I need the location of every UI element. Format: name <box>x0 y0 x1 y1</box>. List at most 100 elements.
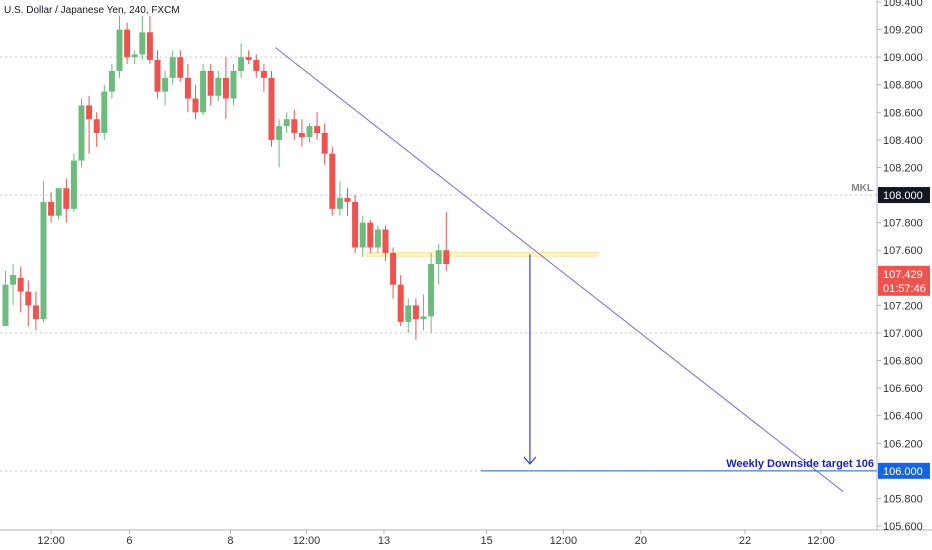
price-axis[interactable]: 109.400 109.200 109.000 108.800 108.600 108.4… <box>877 0 923 533</box>
price-tick-label: 109.000 <box>883 52 923 64</box>
arrow-head <box>523 456 537 465</box>
time-tick-label: 12:00 <box>807 535 835 547</box>
mkl-label: MKL <box>851 183 873 194</box>
candle-body <box>139 32 146 55</box>
candle-body <box>131 54 138 58</box>
time-tick-label: 15 <box>480 535 492 547</box>
resistance-zone <box>366 252 599 257</box>
mkl-price-badge <box>878 187 930 204</box>
candle-body <box>55 188 62 216</box>
candle-body <box>177 57 184 78</box>
candle-body <box>329 153 336 209</box>
candle-body <box>245 57 252 60</box>
candle-body <box>192 98 199 113</box>
current-price-text: 107.429 <box>883 269 923 281</box>
candle-body <box>291 119 298 133</box>
mkl-price-text: 108.000 <box>883 190 923 202</box>
candle-body <box>374 229 381 248</box>
price-tick-label: 106.800 <box>883 356 923 368</box>
time-axis[interactable]: 12:00 6 8 12:00 13 15 12:00 20 22 12:00 <box>37 530 835 547</box>
downside-arrow[interactable] <box>523 254 537 465</box>
candle-body <box>32 305 39 320</box>
candle-body <box>276 126 283 140</box>
time-tick-label: 12:00 <box>293 535 321 547</box>
price-tick-label: 105.800 <box>883 493 923 505</box>
trendline-line <box>274 47 844 492</box>
candle-body <box>162 77 169 92</box>
candle-body <box>93 119 100 133</box>
price-badges: MKL 108.000 107.429 01:57:46 106.000 <box>851 183 930 479</box>
candle-body <box>420 316 427 320</box>
candle-body <box>78 105 85 161</box>
candle-body <box>268 77 275 140</box>
price-tick-label: 106.600 <box>883 383 923 395</box>
time-tick-label: 12:00 <box>550 535 578 547</box>
candle-body <box>321 133 328 154</box>
candle-body <box>405 305 412 322</box>
candle-body <box>428 264 435 317</box>
candle-body <box>63 188 70 209</box>
candle-body <box>352 201 359 248</box>
candle-body <box>184 77 191 99</box>
candle-body <box>359 222 366 248</box>
price-tick-label: 107.000 <box>883 328 923 340</box>
time-tick-label: 12:00 <box>37 535 65 547</box>
candle-body <box>397 284 404 322</box>
candle-body <box>230 70 237 99</box>
candle-body <box>200 70 207 113</box>
price-tick-label: 106.400 <box>883 411 923 423</box>
candle-body <box>40 201 47 320</box>
price-tick-label: 108.400 <box>883 135 923 147</box>
candle-body <box>390 252 397 285</box>
trendline[interactable] <box>274 47 844 492</box>
candle-body <box>86 105 93 120</box>
candle-body <box>2 284 9 327</box>
candle-body <box>222 77 229 99</box>
candle-body <box>435 250 442 264</box>
price-tick-label: 107.800 <box>883 218 923 230</box>
candle-body <box>146 32 153 60</box>
candle-body <box>108 70 115 92</box>
candle-body <box>382 229 389 253</box>
candle-body <box>260 70 267 78</box>
target-annotation: Weekly Downside target 106 <box>726 458 874 470</box>
time-tick-label: 20 <box>635 535 647 547</box>
current-price-badge <box>878 265 930 296</box>
candle-body <box>215 77 222 96</box>
candles <box>2 15 450 340</box>
price-tick-label: 107.600 <box>883 245 923 257</box>
candle-body <box>298 133 305 138</box>
time-tick-label: 22 <box>739 535 751 547</box>
price-tick-label: 108.800 <box>883 80 923 92</box>
candle-body <box>154 59 161 92</box>
price-tick-label: 109.400 <box>883 0 923 9</box>
price-tick-label: 105.600 <box>883 521 923 533</box>
candle-body <box>25 291 32 306</box>
candle-body <box>124 29 131 58</box>
candle-body <box>367 222 374 248</box>
target-price-text: 106.000 <box>883 466 923 478</box>
candle-body <box>412 305 419 320</box>
candle-body <box>207 70 214 96</box>
candle-body <box>443 250 450 264</box>
candle-body <box>48 201 55 216</box>
target-price-badge <box>878 462 930 479</box>
time-tick-label: 13 <box>378 535 390 547</box>
resistance-zone-box <box>366 252 599 257</box>
candle-body <box>283 119 290 127</box>
candle-body <box>116 29 123 71</box>
target-line-group[interactable]: Weekly Downside target 106 <box>481 458 877 472</box>
time-tick-label: 8 <box>227 535 233 547</box>
candle-body <box>17 277 24 292</box>
countdown-text: 01:57:46 <box>883 283 926 295</box>
candle-body <box>101 91 108 133</box>
candle-body <box>344 197 351 202</box>
price-tick-label: 108.600 <box>883 107 923 119</box>
price-tick-label: 107.200 <box>883 300 923 312</box>
candle-body <box>306 126 313 138</box>
price-tick-label: 106.200 <box>883 438 923 450</box>
chart-title: U.S. Dollar / Japanese Yen, 240, FXCM <box>4 5 180 16</box>
candle-body <box>253 59 260 71</box>
